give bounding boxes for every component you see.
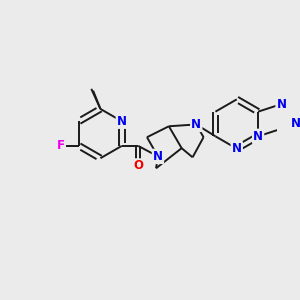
Text: O: O (133, 160, 143, 172)
Text: N: N (277, 98, 286, 111)
Text: N: N (291, 118, 300, 130)
Text: N: N (253, 130, 263, 143)
Text: N: N (191, 118, 201, 131)
Text: F: F (57, 140, 65, 152)
Text: N: N (153, 150, 163, 163)
Text: N: N (232, 142, 242, 155)
Text: N: N (117, 115, 127, 128)
